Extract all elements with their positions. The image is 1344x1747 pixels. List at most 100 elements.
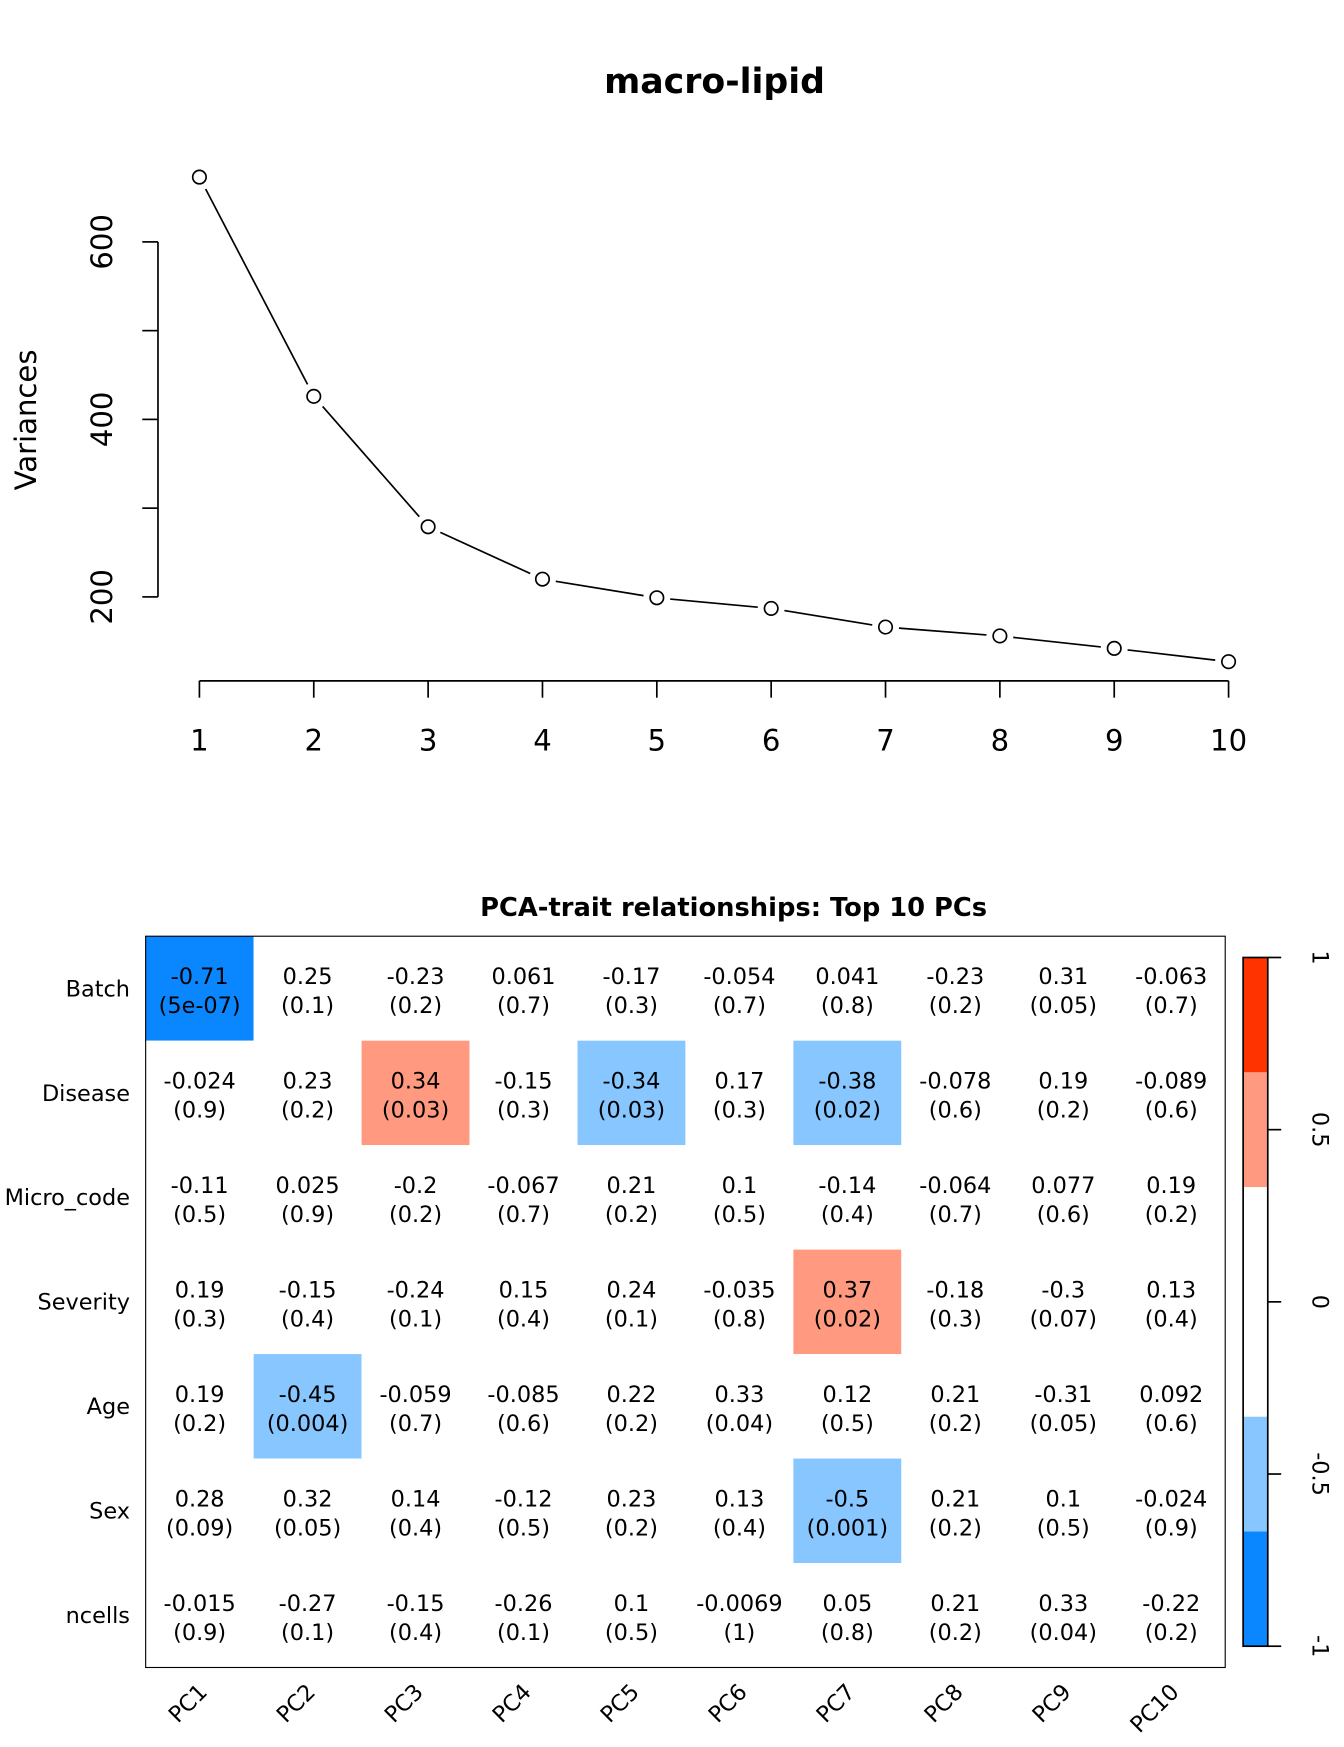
heatmap-cell xyxy=(685,936,794,1041)
series-line-segment xyxy=(898,627,987,636)
cell-pvalue: (0.6) xyxy=(929,1098,982,1124)
cell-pvalue: (0.05) xyxy=(1030,993,1097,1019)
cell-pvalue: (0.2) xyxy=(929,1620,982,1646)
heatmap-cell xyxy=(685,1249,794,1355)
cell-pvalue: (0.9) xyxy=(1145,1515,1198,1541)
cell-correlation: 0.05 xyxy=(822,1591,872,1617)
row-label: Disease xyxy=(42,1081,130,1107)
cell-correlation: -0.054 xyxy=(703,964,775,990)
x-tick-label: 2 xyxy=(304,723,323,757)
cell-correlation: -0.024 xyxy=(164,1068,236,1094)
heatmap-cell xyxy=(793,936,902,1041)
cell-pvalue: (0.001) xyxy=(807,1515,889,1541)
column-label: PC6 xyxy=(704,1679,753,1728)
heatmap-cell xyxy=(685,1040,794,1146)
cell-pvalue: (0.4) xyxy=(281,1306,334,1332)
cell-correlation: 0.1 xyxy=(722,1173,758,1199)
cell-pvalue: (0.5) xyxy=(173,1202,226,1228)
scree-plot: 200 400 600 1 2 3 4 5 6 7 8 9 10 xyxy=(85,169,1247,757)
cell-pvalue: (0.1) xyxy=(281,993,334,1019)
colorbar-tick-label: 0 xyxy=(1307,1295,1333,1309)
cell-correlation: -0.24 xyxy=(387,1277,445,1303)
series-line-segment xyxy=(321,405,420,518)
heatmap-cell xyxy=(1117,1563,1226,1668)
heatmap-cell xyxy=(1009,1249,1118,1355)
cell-pvalue: (0.8) xyxy=(713,1306,766,1332)
heatmap-cell xyxy=(145,1145,254,1250)
cell-correlation: 0.15 xyxy=(499,1277,549,1303)
cell-pvalue: (0.2) xyxy=(1145,1620,1198,1646)
cell-correlation: 0.1 xyxy=(614,1591,650,1617)
x-tick-label: 6 xyxy=(762,723,781,757)
cell-pvalue: (0.2) xyxy=(1037,1098,1090,1124)
heatmap-cell xyxy=(685,1145,794,1250)
cell-pvalue: (0.04) xyxy=(706,1411,773,1437)
cell-correlation: -0.31 xyxy=(1034,1382,1092,1408)
cell-correlation: 0.28 xyxy=(175,1486,225,1512)
cell-correlation: -0.3 xyxy=(1041,1277,1085,1303)
colorbar-bin xyxy=(1243,957,1268,1073)
y-tick-label: 200 xyxy=(85,569,119,625)
cell-correlation: -0.11 xyxy=(171,1173,229,1199)
series-line-segment xyxy=(1127,649,1216,661)
heatmap-cell xyxy=(361,1458,470,1564)
colorbar-tick-label: 0.5 xyxy=(1307,1112,1333,1148)
heatmap-cell xyxy=(685,1354,794,1459)
cell-correlation: 0.22 xyxy=(607,1382,657,1408)
cell-correlation: -0.0069 xyxy=(696,1591,782,1617)
heatmap-cell xyxy=(577,1249,686,1355)
cell-correlation: -0.085 xyxy=(487,1382,559,1408)
heatmap-cell xyxy=(1117,1040,1226,1146)
heatmap-cell xyxy=(793,1458,902,1564)
cell-pvalue: (0.1) xyxy=(281,1620,334,1646)
cell-correlation: -0.2 xyxy=(394,1173,438,1199)
cell-correlation: 0.21 xyxy=(607,1173,657,1199)
cell-pvalue: (0.2) xyxy=(605,1515,658,1541)
heatmap-cell xyxy=(685,1458,794,1564)
data-point xyxy=(191,169,207,185)
scree-title: macro-lipid xyxy=(604,62,825,102)
cell-pvalue: (0.2) xyxy=(389,1202,442,1228)
column-label: PC7 xyxy=(812,1679,861,1728)
cell-pvalue: (0.2) xyxy=(605,1411,658,1437)
y-tick-label: 600 xyxy=(85,214,119,270)
cell-correlation: -0.064 xyxy=(919,1173,991,1199)
row-label: Age xyxy=(87,1394,130,1420)
column-label: PC5 xyxy=(596,1679,645,1728)
colorbar-tick-label: 1 xyxy=(1307,950,1333,964)
cell-pvalue: (0.2) xyxy=(281,1098,334,1124)
heatmap-cell xyxy=(1117,1354,1226,1459)
data-point xyxy=(420,519,436,535)
cell-correlation: -0.17 xyxy=(603,964,661,990)
data-point xyxy=(306,388,322,404)
heatmap-cell xyxy=(1009,1145,1118,1250)
column-label: PC9 xyxy=(1027,1679,1076,1728)
row-label: Sex xyxy=(89,1499,130,1525)
series-line-segment xyxy=(670,598,758,609)
heatmap-cell xyxy=(685,1563,794,1668)
cell-pvalue: (0.3) xyxy=(713,1098,766,1124)
heatmap-cell xyxy=(793,1145,902,1250)
cell-pvalue: (0.2) xyxy=(389,993,442,1019)
heatmap-cell xyxy=(253,1145,362,1250)
cell-correlation: -0.71 xyxy=(171,964,229,990)
cell-pvalue: (0.02) xyxy=(814,1098,881,1124)
cell-pvalue: (0.04) xyxy=(1030,1620,1097,1646)
data-point xyxy=(1221,654,1237,670)
cell-pvalue: (0.6) xyxy=(497,1411,550,1437)
cell-correlation: -0.089 xyxy=(1135,1068,1207,1094)
heatmap-cell xyxy=(361,1145,470,1250)
cell-correlation: 0.061 xyxy=(491,964,555,990)
data-point xyxy=(1106,640,1122,656)
cell-pvalue: (0.7) xyxy=(389,1411,442,1437)
cell-correlation: 0.13 xyxy=(715,1486,765,1512)
heatmap-cell xyxy=(1117,1458,1226,1564)
cell-pvalue: (0.1) xyxy=(389,1306,442,1332)
column-label: PC3 xyxy=(380,1679,429,1728)
cell-correlation: 0.13 xyxy=(1146,1277,1196,1303)
cell-pvalue: (0.02) xyxy=(814,1306,881,1332)
cell-correlation: 0.32 xyxy=(283,1486,333,1512)
heatmap-cell xyxy=(1009,1458,1118,1564)
cell-pvalue: (0.4) xyxy=(713,1515,766,1541)
